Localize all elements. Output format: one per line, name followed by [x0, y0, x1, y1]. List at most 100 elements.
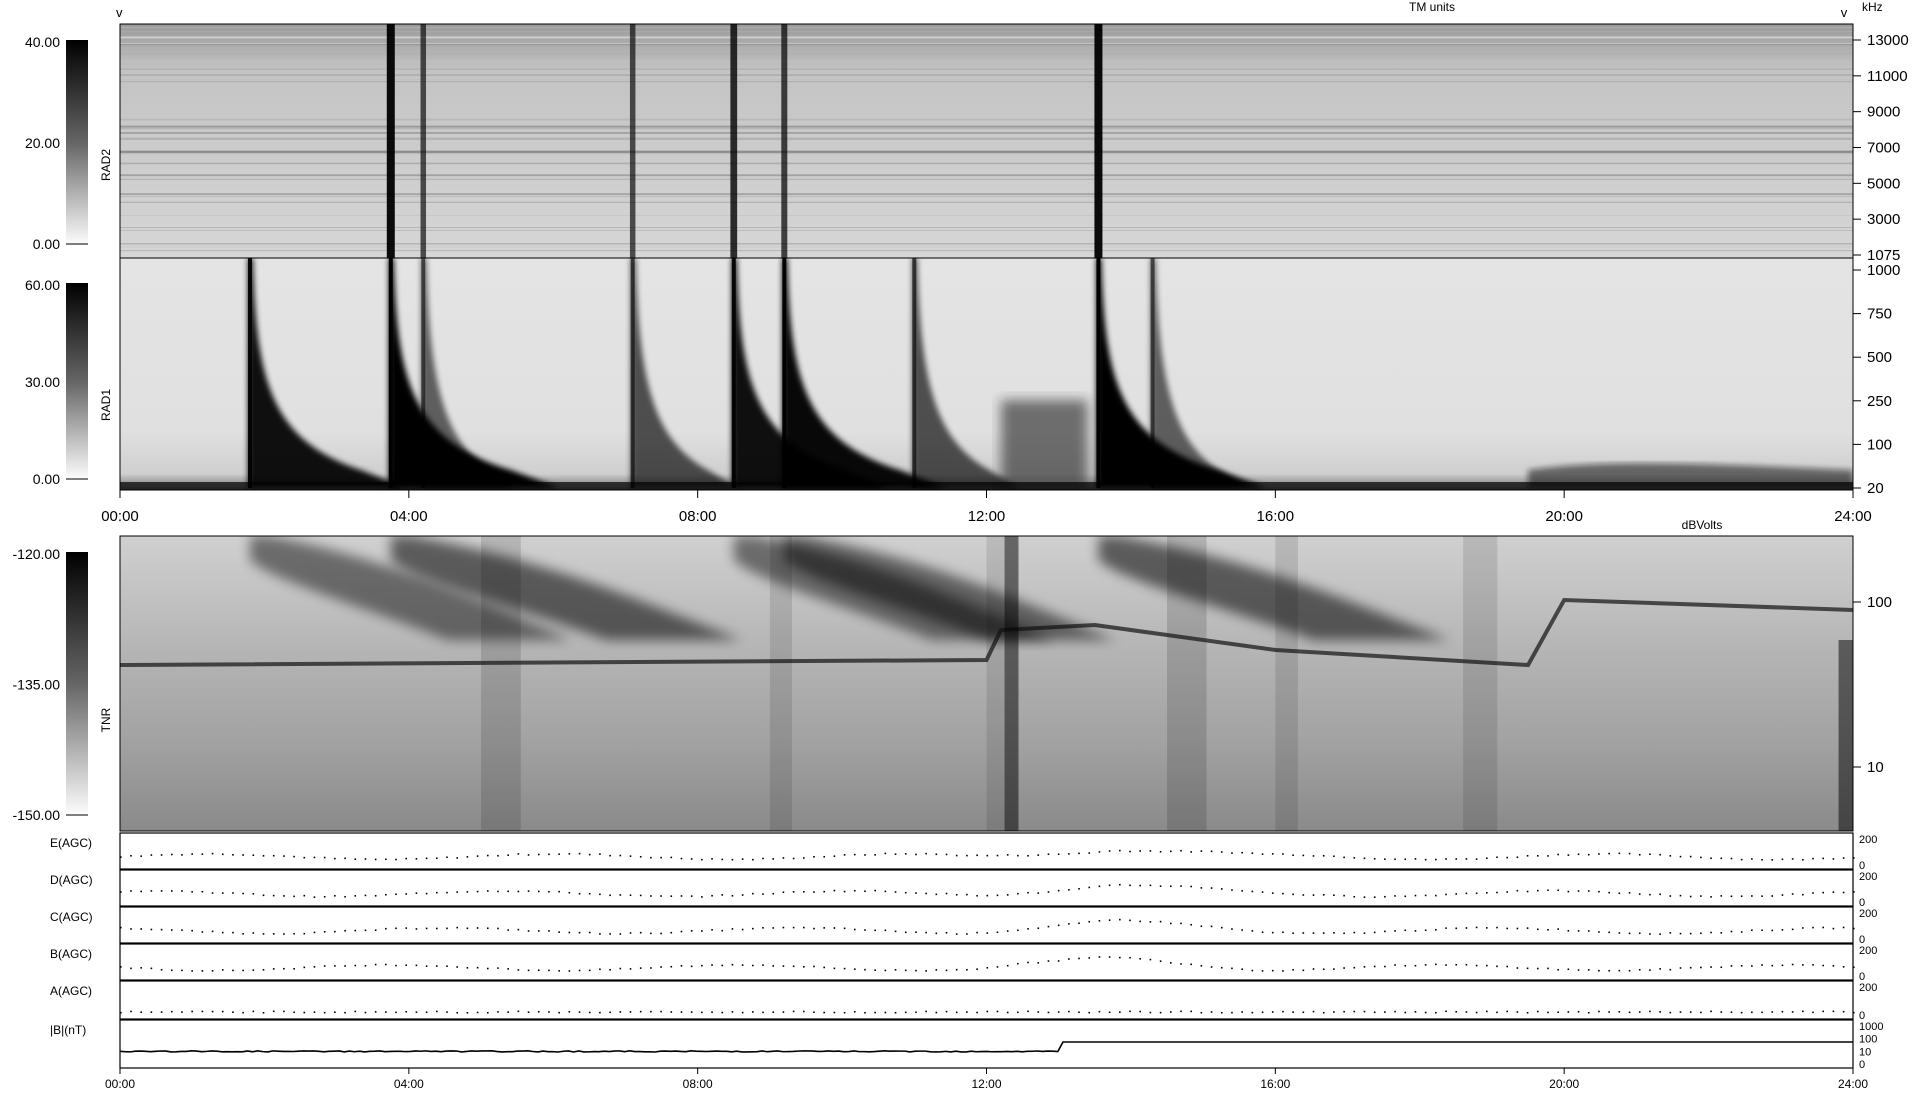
agc-point — [1424, 964, 1427, 966]
agc-point — [1526, 854, 1529, 857]
agc-point — [1822, 964, 1825, 967]
agc-point — [996, 1010, 999, 1013]
agc-point — [894, 891, 897, 893]
agc-point — [823, 1011, 825, 1014]
agc-point — [660, 1010, 662, 1013]
agc-point — [1068, 958, 1070, 960]
agc-point — [466, 891, 469, 893]
agc-point — [1017, 892, 1019, 895]
time-tick-label: 12:00 — [971, 1077, 1001, 1091]
agc-point — [323, 965, 326, 967]
agc-point — [1200, 965, 1203, 967]
agc-point — [915, 1011, 917, 1014]
agc-point — [527, 1011, 530, 1013]
colorbar-tick-label: -150.00 — [13, 807, 61, 823]
agc-point — [1669, 855, 1672, 857]
agc-point — [1241, 890, 1243, 892]
agc-point — [1088, 852, 1091, 854]
agc-point — [578, 931, 581, 934]
agc-point — [1322, 894, 1325, 896]
agc-point — [1333, 932, 1335, 934]
agc-point — [1832, 927, 1835, 930]
agc-point — [120, 926, 122, 929]
agc-point — [1608, 852, 1610, 855]
agc-point — [1557, 853, 1559, 856]
agc-point — [130, 890, 132, 892]
agc-point — [1190, 923, 1192, 926]
agc-point — [1802, 927, 1804, 929]
agc-point — [701, 1011, 703, 1014]
agc-point — [262, 933, 265, 935]
agc-point — [344, 895, 346, 898]
agc-point — [935, 969, 938, 971]
agc-point — [721, 929, 724, 932]
agc-point — [425, 1011, 428, 1014]
agc-point — [415, 857, 418, 860]
agc-point — [1567, 968, 1570, 971]
agc-point — [1751, 895, 1753, 897]
agc-point — [1302, 969, 1305, 972]
agc-point — [313, 931, 316, 934]
agc-point — [843, 927, 846, 930]
frequency-tick-label: 100 — [1867, 594, 1892, 611]
agc-point — [1486, 857, 1488, 860]
agc-point — [609, 969, 611, 971]
agc-point — [1271, 1011, 1274, 1013]
agc-point — [1343, 856, 1345, 859]
agc-point — [486, 927, 489, 930]
agc-tick-label: 0 — [1859, 1010, 1865, 1022]
agc-point — [864, 854, 866, 856]
agc-point — [1251, 890, 1254, 893]
agc-point — [1078, 957, 1080, 960]
agc-point — [1159, 1011, 1162, 1014]
agc-point — [456, 891, 459, 893]
agc-point — [1261, 891, 1264, 893]
agc-point — [364, 1011, 367, 1014]
rad1-burst-core — [1150, 258, 1155, 488]
agc-point — [1353, 1010, 1356, 1013]
agc-point — [629, 855, 632, 857]
agc-point — [1781, 894, 1784, 896]
agc-panel-label: C(AGC) — [50, 910, 93, 924]
agc-point — [762, 893, 764, 895]
agc-point — [1700, 1011, 1702, 1014]
agc-point — [650, 967, 652, 969]
agc-point — [211, 892, 214, 894]
agc-point — [1791, 893, 1794, 895]
agc-point — [1536, 889, 1539, 892]
tnr-column — [769, 536, 792, 831]
agc-point — [1129, 919, 1131, 922]
agc-point — [323, 856, 326, 859]
agc-point — [1791, 928, 1794, 931]
agc-point — [150, 854, 153, 856]
agc-point — [792, 1010, 795, 1013]
time-tick-label: 16:00 — [1257, 508, 1295, 525]
agc-point — [262, 969, 265, 971]
agc-point — [150, 890, 153, 892]
agc-point — [772, 892, 775, 895]
agc-point — [303, 932, 306, 935]
agc-point — [497, 854, 499, 857]
agc-point — [395, 893, 397, 896]
agc-point — [323, 895, 326, 898]
agc-point — [160, 968, 163, 971]
agc-point — [1057, 924, 1060, 927]
agc-point — [476, 890, 479, 893]
agc-point — [843, 967, 846, 970]
agc-point — [864, 890, 866, 893]
agc-point — [752, 964, 754, 967]
agc-point — [150, 928, 153, 931]
agc-point — [741, 928, 744, 931]
agc-point — [986, 854, 989, 857]
agc-point — [476, 927, 479, 929]
agc-point — [1424, 1011, 1427, 1014]
agc-point — [1802, 893, 1804, 896]
agc-point — [354, 1010, 357, 1013]
frequency-tick-label: 20 — [1867, 480, 1884, 497]
agc-point — [1414, 1011, 1417, 1013]
agc-point — [537, 853, 540, 856]
agc-point — [1730, 857, 1733, 860]
agc-point — [170, 929, 173, 931]
agc-point — [1740, 965, 1743, 967]
